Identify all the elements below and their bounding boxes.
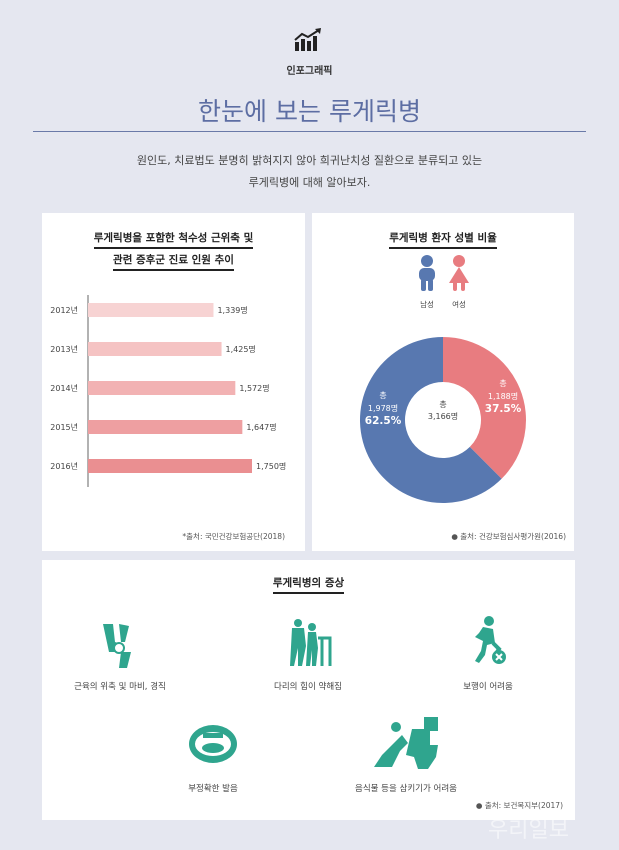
bar [88,381,236,395]
female-slice-line-2: 1,188명 [487,392,519,401]
female-slice-pct: 37.5% [484,403,522,415]
bar-category-label: 2014년 [50,383,78,393]
donut-chart [360,337,526,503]
swallowing-difficulty-icon [374,717,438,769]
male-slice-label: 총 1,978명 62.5% [358,389,408,428]
symptom-label-4: 부정확한 발음 [188,784,238,794]
bar-value-label: 1,647명 [246,422,276,432]
symptoms-source: ● 출처: 보건복지부(2017) [475,801,563,810]
badge-label: 인포그래픽 [286,66,333,77]
pie-chart-panel: 루게릭병 환자 성별 비율 남성 여성 총 3,166명 총 1,978명 62… [312,213,574,551]
chart-trend-icon [294,28,321,51]
male-slice-line-1: 총 [379,391,387,400]
symptoms-title-text: 루게릭병의 증상 [272,577,345,594]
walker-person-icon [290,619,332,666]
male-slice-pct: 62.5% [364,415,402,427]
donut-slice-female [443,337,526,479]
female-label: 여성 [452,300,466,309]
bar [88,420,243,434]
symptoms-title: 루게릭병의 증상 [42,572,575,594]
bar-category-label: 2012년 [50,305,78,315]
title-divider [33,131,586,132]
bar [88,303,214,317]
intro-line-1: 원인도, 치료법도 분명히 밝혀지지 않아 희귀난치성 질환으로 분류되고 있는 [136,154,483,167]
bar [88,459,252,473]
donut-center-line-2: 3,166명 [427,412,459,421]
symptoms-panel: 루게릭병의 증상 근육의 위축 및 마비, 경직 다리의 힘이 약해짐 보행이 … [42,560,575,820]
male-label: 남성 [420,300,434,309]
leg-joint-icon [103,624,131,668]
mouth-icon [189,725,237,763]
symptom-label-1: 근육의 위축 및 마비, 경직 [74,682,166,692]
donut-slice-male [360,337,502,503]
pie-chart-title-text: 루게릭병 환자 성별 비율 [389,232,497,249]
bar-category-label: 2013년 [50,344,78,354]
bar-value-label: 1,750명 [256,461,286,471]
watermark-logo: 우리일보 [488,818,569,843]
female-slice-line-1: 총 [499,379,507,388]
bar-chart-title-line-1: 루게릭병을 포함한 척수성 근위축 및 [93,232,254,249]
header: 인포그래픽 한눈에 보는 루게릭병 원인도, 치료법도 분명히 밝혀지지 않아 … [0,0,619,215]
bar-value-label: 1,572명 [239,383,269,393]
walking-blocked-icon [475,616,506,664]
bar-category-label: 2015년 [50,422,78,432]
bar-value-label: 1,425명 [226,344,256,354]
symptom-label-2: 다리의 힘이 약해짐 [274,682,342,692]
symptom-label-5: 음식물 등을 삼키기가 어려움 [355,784,457,794]
bar-chart-title: 루게릭병을 포함한 척수성 근위축 및 관련 증후군 진료 인원 추이 [42,227,305,271]
donut-center-line-1: 총 [439,400,447,409]
pie-chart-source: ● 출처: 건강보험심사평가원(2016) [451,532,566,541]
male-person-icon [419,255,435,291]
intro-line-2: 루게릭병에 대해 알아보자. [248,176,371,189]
bar-chart-panel: 루게릭병을 포함한 척수성 근위축 및 관련 증후군 진료 인원 추이 2012… [42,213,305,551]
bar-chart: 2012년 1,339명 2013년 1,425명 2014년 1,572명 2015년 1,… [50,295,286,487]
bar-category-label: 2016년 [50,461,78,471]
male-slice-line-2: 1,978명 [367,404,399,413]
bar-chart-title-line-2: 관련 증후군 진료 인원 추이 [113,254,234,271]
page-title: 한눈에 보는 루게릭병 [198,97,421,126]
bar-chart-source: *출처: 국민건강보험공단(2018) [182,532,285,541]
female-slice-label: 총 1,188명 37.5% [478,377,528,416]
bar-value-label: 1,339명 [217,305,247,315]
symptom-label-3: 보행이 어려움 [463,682,513,692]
female-person-icon [449,255,469,291]
bar [88,342,222,356]
intro-text: 원인도, 치료법도 분명히 밝혀지지 않아 희귀난치성 질환으로 분류되고 있는… [60,150,559,194]
donut-center-label: 총 3,166명 [423,399,463,423]
pie-chart-title: 루게릭병 환자 성별 비율 [312,227,574,249]
